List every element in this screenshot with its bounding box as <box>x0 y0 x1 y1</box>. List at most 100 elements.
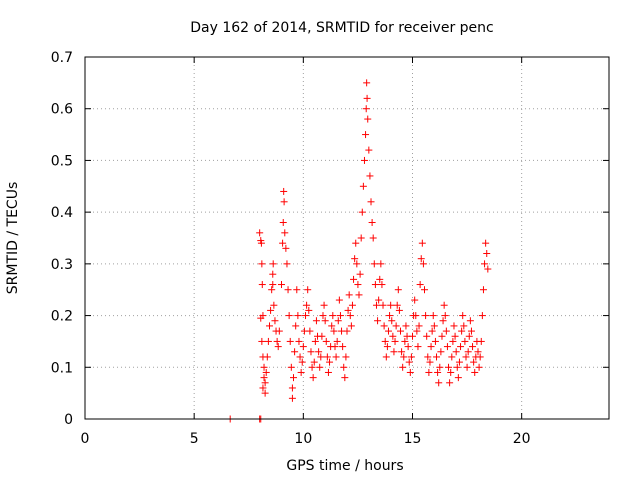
data-point <box>378 281 386 289</box>
data-point <box>308 363 316 371</box>
data-point <box>312 317 320 325</box>
data-point <box>256 229 264 237</box>
data-point <box>359 182 367 190</box>
data-point <box>377 260 385 268</box>
data-point <box>363 79 371 87</box>
data-point <box>427 343 435 351</box>
data-point <box>271 317 279 325</box>
data-point <box>437 348 445 356</box>
data-point <box>328 322 336 330</box>
data-point <box>324 368 332 376</box>
data-point <box>309 374 317 382</box>
data-point <box>260 363 268 371</box>
data-point <box>306 327 314 335</box>
data-point <box>346 312 354 320</box>
data-point <box>259 384 267 392</box>
data-point <box>391 337 399 345</box>
data-point <box>379 301 387 309</box>
data-point <box>297 368 305 376</box>
data-point <box>322 337 330 345</box>
data-point <box>411 296 419 304</box>
data-point <box>326 358 334 366</box>
data-point <box>280 187 288 195</box>
data-point <box>434 368 442 376</box>
data-point <box>344 306 352 314</box>
data-point <box>470 358 478 366</box>
data-point <box>345 291 353 299</box>
data-point <box>405 358 413 366</box>
data-point <box>406 368 414 376</box>
data-point <box>436 363 444 371</box>
data-point <box>461 337 469 345</box>
data-point <box>348 301 356 309</box>
data-point <box>315 348 323 356</box>
data-point <box>319 312 327 320</box>
data-point <box>342 353 350 361</box>
plot-border <box>84 56 610 420</box>
data-point <box>273 337 281 345</box>
data-point <box>257 314 265 322</box>
data-point <box>356 270 364 278</box>
data-point <box>375 296 383 304</box>
y-tick-label: 0.2 <box>51 309 73 325</box>
data-point <box>429 312 437 320</box>
data-point <box>274 343 282 351</box>
data-point <box>451 332 459 340</box>
data-point <box>430 322 438 330</box>
data-point <box>304 286 312 294</box>
data-point <box>457 343 465 351</box>
data-point <box>257 239 265 247</box>
data-point <box>343 327 351 335</box>
data-point <box>453 363 461 371</box>
data-point <box>399 363 407 371</box>
data-point <box>483 250 491 258</box>
data-point <box>481 260 489 268</box>
data-point <box>278 281 285 289</box>
data-point <box>474 348 482 356</box>
data-point <box>421 286 429 294</box>
data-point <box>367 198 375 206</box>
x-axis-label: GPS time / hours <box>286 458 403 474</box>
data-point <box>441 312 449 320</box>
data-point <box>433 353 441 361</box>
data-point <box>384 327 392 335</box>
data-point <box>318 332 326 340</box>
data-point <box>447 368 455 376</box>
data-point <box>443 343 451 351</box>
data-point <box>424 353 432 361</box>
data-point <box>339 343 347 351</box>
data-point <box>416 281 424 289</box>
data-point <box>295 337 303 345</box>
data-point <box>402 322 410 330</box>
y-tick-label: 0.6 <box>51 102 73 118</box>
data-point <box>288 384 296 392</box>
data-point <box>448 353 456 361</box>
data-point <box>465 332 473 340</box>
data-point <box>442 327 450 335</box>
data-point <box>452 348 460 356</box>
data-point <box>422 312 430 320</box>
data-point <box>392 322 400 330</box>
data-point <box>330 327 338 335</box>
data-point <box>426 358 434 366</box>
data-point <box>287 363 295 371</box>
data-point <box>333 337 341 345</box>
data-point <box>310 358 318 366</box>
data-point <box>471 368 479 376</box>
data-point <box>331 343 339 351</box>
data-point <box>395 306 403 314</box>
data-point <box>418 239 426 247</box>
data-point <box>401 337 409 345</box>
data-point <box>413 327 421 335</box>
data-point <box>355 291 363 299</box>
data-point <box>270 301 278 309</box>
data-point <box>303 301 311 309</box>
data-point <box>463 363 471 371</box>
data-point <box>482 239 490 247</box>
data-point <box>371 281 379 289</box>
data-point <box>281 229 289 237</box>
y-tick-label: 0.1 <box>51 360 73 376</box>
data-point <box>381 337 389 345</box>
